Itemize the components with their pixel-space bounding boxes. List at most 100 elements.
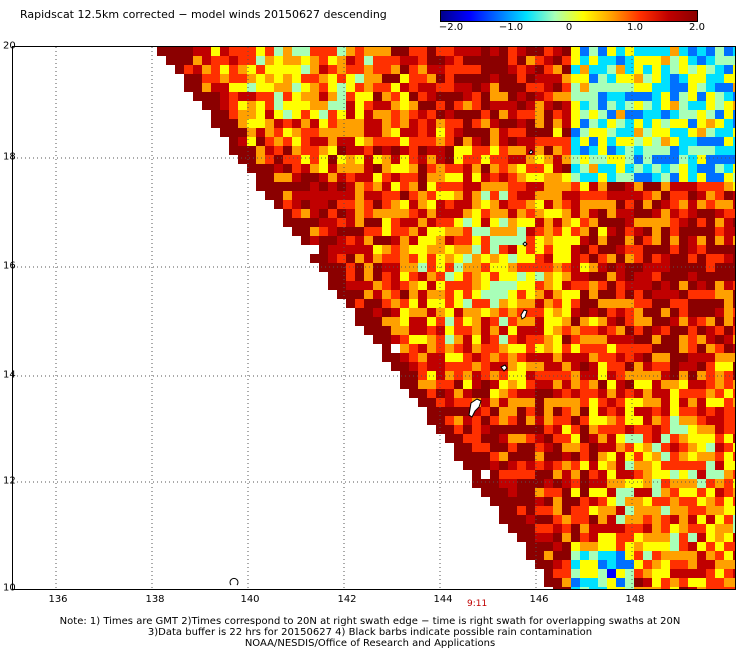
wind-cell <box>544 74 553 83</box>
lon-label-138: 138 <box>145 594 165 605</box>
wind-cell <box>382 254 391 263</box>
wind-cell <box>589 209 598 218</box>
wind-cell <box>310 164 319 173</box>
wind-cell <box>715 488 724 497</box>
wind-cell <box>634 344 643 353</box>
wind-cell <box>481 344 490 353</box>
wind-cell <box>499 56 508 65</box>
wind-cell <box>697 470 706 479</box>
wind-cell <box>427 380 436 389</box>
wind-cell <box>625 380 634 389</box>
wind-cell <box>499 452 508 461</box>
wind-cell <box>562 137 571 146</box>
wind-cell <box>715 380 724 389</box>
wind-cell <box>652 416 661 425</box>
wind-cell <box>328 74 337 83</box>
wind-cell <box>607 110 616 119</box>
wind-cell <box>274 173 283 182</box>
wind-cell <box>598 65 607 74</box>
wind-cell <box>337 218 346 227</box>
wind-cell <box>580 299 589 308</box>
wind-cell <box>373 299 382 308</box>
wind-cell <box>562 497 571 506</box>
wind-cell <box>454 263 463 272</box>
wind-cell <box>418 137 427 146</box>
wind-cell <box>526 209 535 218</box>
wind-cell <box>679 461 688 470</box>
wind-cell <box>589 542 598 551</box>
wind-cell <box>400 245 409 254</box>
wind-cell <box>301 101 310 110</box>
wind-cell <box>337 110 346 119</box>
wind-cell <box>580 434 589 443</box>
wind-cell <box>652 506 661 515</box>
wind-cell <box>526 479 535 488</box>
wind-cell <box>706 236 715 245</box>
wind-cell <box>697 146 706 155</box>
wind-cell <box>319 173 328 182</box>
wind-cell <box>490 74 499 83</box>
wind-cell <box>544 452 553 461</box>
wind-cell <box>184 65 193 74</box>
wind-cell <box>715 560 724 569</box>
wind-cell <box>436 353 445 362</box>
wind-cell <box>310 236 319 245</box>
wind-cell <box>634 587 643 589</box>
wind-cell <box>706 119 715 128</box>
wind-cell <box>508 101 517 110</box>
wind-cell <box>553 92 562 101</box>
wind-cell <box>526 515 535 524</box>
wind-cell <box>472 101 481 110</box>
wind-cell <box>724 335 733 344</box>
wind-cell <box>499 398 508 407</box>
wind-cell <box>679 74 688 83</box>
wind-cell <box>634 281 643 290</box>
wind-cell <box>400 191 409 200</box>
wind-cell <box>508 128 517 137</box>
wind-cell <box>571 272 580 281</box>
wind-cell <box>679 47 688 56</box>
wind-cell <box>526 290 535 299</box>
wind-cell <box>301 83 310 92</box>
wind-cell <box>499 200 508 209</box>
wind-cell <box>598 371 607 380</box>
wind-cell <box>499 218 508 227</box>
wind-cell <box>535 137 544 146</box>
wind-cell <box>409 299 418 308</box>
wind-cell <box>436 74 445 83</box>
wind-cell <box>643 236 652 245</box>
wind-cell <box>463 236 472 245</box>
wind-cell <box>382 236 391 245</box>
wind-cell <box>535 470 544 479</box>
wind-cell <box>454 200 463 209</box>
wind-cell <box>400 182 409 191</box>
wind-cell <box>562 200 571 209</box>
wind-cell <box>436 218 445 227</box>
wind-cell <box>436 416 445 425</box>
wind-cell <box>580 209 589 218</box>
guam-island <box>468 398 482 418</box>
wind-cell <box>562 353 571 362</box>
wind-cell <box>427 236 436 245</box>
wind-cell <box>634 488 643 497</box>
wind-cell <box>472 47 481 56</box>
wind-cell <box>445 326 454 335</box>
wind-cell <box>355 227 364 236</box>
wind-cell <box>616 209 625 218</box>
wind-cell <box>319 119 328 128</box>
wind-cell <box>733 353 735 362</box>
wind-cell <box>679 506 688 515</box>
wind-cell <box>544 299 553 308</box>
wind-cell <box>535 407 544 416</box>
wind-cell <box>688 83 697 92</box>
wind-cell <box>409 164 418 173</box>
wind-cell <box>211 47 220 56</box>
wind-cell <box>328 272 337 281</box>
wind-cell <box>562 398 571 407</box>
wind-cell <box>319 263 328 272</box>
wind-cell <box>508 416 517 425</box>
wind-cell <box>472 344 481 353</box>
wind-cell <box>652 317 661 326</box>
wind-cell <box>274 128 283 137</box>
wind-cell <box>589 425 598 434</box>
